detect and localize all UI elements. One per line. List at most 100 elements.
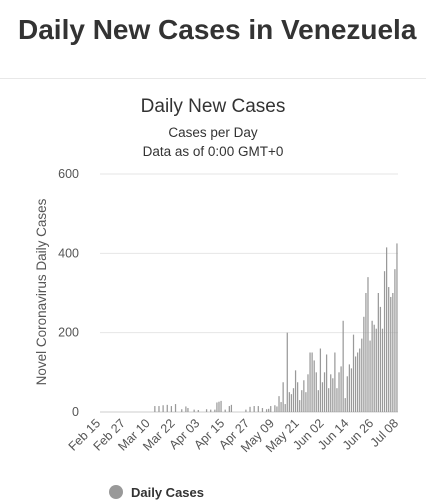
legend[interactable]: Daily Cases [109, 485, 204, 500]
bar[interactable] [357, 352, 359, 413]
bar[interactable] [210, 409, 212, 412]
bar[interactable] [340, 366, 342, 412]
bar[interactable] [282, 382, 284, 412]
bar[interactable] [342, 320, 344, 412]
bar[interactable] [249, 406, 251, 412]
bar[interactable] [375, 328, 377, 412]
chart-subtitle-line-1: Cases per Day [168, 125, 258, 140]
bar[interactable] [166, 404, 168, 412]
bar[interactable] [334, 352, 336, 413]
bar[interactable] [348, 364, 350, 412]
bar[interactable] [346, 376, 348, 412]
bar[interactable] [268, 408, 270, 412]
bar[interactable] [338, 372, 340, 412]
bar[interactable] [344, 398, 346, 412]
bar[interactable] [185, 406, 187, 412]
bar[interactable] [297, 382, 299, 412]
bar[interactable] [174, 404, 177, 412]
bar[interactable] [315, 372, 317, 412]
bar[interactable] [325, 354, 328, 412]
bar[interactable] [261, 408, 264, 412]
bar[interactable] [363, 316, 365, 412]
bar[interactable] [257, 406, 259, 412]
y-tick-label: 600 [58, 167, 79, 181]
y-axis-title: Novel Coronavirus Daily Cases [34, 198, 49, 385]
bar[interactable] [309, 352, 311, 413]
bar[interactable] [187, 408, 189, 412]
page-title: Daily New Cases in Venezuela [18, 14, 417, 45]
bar[interactable] [245, 409, 247, 412]
bar[interactable] [350, 368, 353, 412]
bar[interactable] [253, 406, 255, 412]
bar[interactable] [162, 405, 164, 412]
bar[interactable] [321, 382, 324, 412]
bar[interactable] [158, 406, 160, 412]
bar[interactable] [332, 378, 334, 412]
bar[interactable] [359, 348, 361, 412]
bar[interactable] [197, 410, 199, 412]
bar[interactable] [330, 374, 332, 412]
bar[interactable] [193, 409, 195, 412]
bar[interactable] [336, 388, 338, 412]
bar[interactable] [228, 406, 230, 412]
bar[interactable] [216, 402, 218, 412]
bar[interactable] [270, 406, 272, 412]
bar[interactable] [383, 271, 386, 412]
bar[interactable] [218, 401, 220, 412]
bar[interactable] [307, 374, 309, 412]
bar[interactable] [373, 324, 375, 412]
bar[interactable] [299, 400, 301, 412]
bar[interactable] [361, 338, 363, 412]
bar[interactable] [220, 400, 222, 412]
y-tick-label: 400 [58, 246, 79, 260]
chart-title: Daily New Cases [141, 96, 286, 117]
bar[interactable] [205, 409, 208, 412]
bar[interactable] [352, 334, 355, 412]
x-tick-label: Jul 08 [368, 416, 402, 450]
bar[interactable] [278, 396, 280, 412]
bar[interactable] [371, 320, 373, 412]
bar[interactable] [367, 277, 369, 412]
bar[interactable] [323, 372, 326, 412]
bar[interactable] [317, 390, 319, 412]
bar[interactable] [265, 409, 268, 412]
bar[interactable] [381, 328, 384, 412]
bar[interactable] [379, 306, 382, 412]
bar[interactable] [288, 392, 290, 412]
bar[interactable] [292, 388, 295, 412]
bar[interactable] [224, 409, 226, 412]
bar[interactable] [274, 405, 276, 412]
bar[interactable] [354, 356, 357, 412]
bar[interactable] [305, 392, 307, 412]
bar[interactable] [276, 406, 278, 412]
bar[interactable] [313, 360, 315, 412]
bar[interactable] [386, 247, 388, 412]
bar[interactable] [290, 394, 293, 412]
bar[interactable] [390, 296, 392, 412]
bar[interactable] [388, 287, 390, 412]
bar[interactable] [369, 340, 371, 412]
bar[interactable] [392, 293, 394, 412]
legend-label-daily-cases: Daily Cases [131, 485, 204, 500]
legend-marker [109, 485, 123, 499]
bar[interactable] [396, 243, 398, 412]
bar[interactable] [394, 269, 396, 412]
bar[interactable] [377, 293, 379, 412]
bar[interactable] [280, 402, 282, 412]
bar[interactable] [170, 406, 173, 412]
bar[interactable] [311, 352, 313, 413]
bar[interactable] [294, 370, 297, 412]
bar[interactable] [286, 332, 288, 412]
bar[interactable] [181, 409, 183, 412]
bar[interactable] [214, 409, 216, 412]
bar[interactable] [284, 404, 286, 412]
bar[interactable] [303, 380, 305, 412]
bar[interactable] [154, 406, 156, 412]
y-tick-labels: 0 200 400 600 [58, 167, 79, 419]
bar[interactable] [365, 293, 367, 412]
bar[interactable] [301, 390, 303, 412]
grid-layer [100, 173, 398, 413]
bar[interactable] [328, 388, 330, 412]
bar[interactable] [230, 404, 233, 412]
bar[interactable] [319, 348, 322, 412]
